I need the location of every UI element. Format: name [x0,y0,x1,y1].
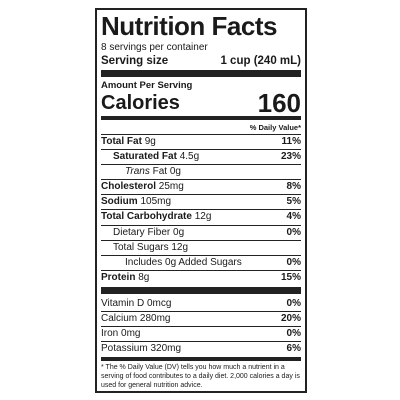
nutrient-name: Saturated Fat [113,151,177,163]
nutrient-row: Total Fat 9g 11% [101,135,301,151]
nutrient-amount: 0g [173,226,185,238]
nutrient: Saturated Fat 4.5g [101,150,199,164]
nutrient-name: Total Fat [101,136,142,147]
nutrient-amount: 12g [194,211,212,223]
nutrient: Protein 8g [101,271,149,285]
vitamin-rows: Vitamin D 0mcg 0% Calcium 280mg 20% Iron 0mg… [101,297,301,356]
nutrient-row: Dietary Fiber 0g 0% [101,226,301,241]
nutrient: Total Carbohydrate 12g [101,210,211,224]
medium-rule [101,357,301,362]
nutrient-name: Potassium [101,343,148,355]
nutrient-rows: Total Fat 9g 11% Saturated Fat 4.5g 23% Tran… [101,135,301,285]
daily-value: 5% [286,196,301,208]
nutrient-amount: 320mg [150,343,182,355]
nutrient-row: Vitamin D 0mcg 0% [101,297,301,313]
amount-per-serving: Amount Per Serving [101,80,193,91]
nutrient-amount: 105mg [140,196,172,208]
nutrient-name: Vitamin D [101,297,145,309]
nutrient-amount: 12g [171,241,189,253]
nutrient-amount: 280mg [139,313,171,325]
nutrient-row: Cholesterol 25mg 8% [101,180,301,196]
nutrient-name: Dietary Fiber [113,226,171,238]
daily-value: 0% [286,226,301,238]
thick-rule [101,286,301,294]
nutrient-row: Total Carbohydrate 12g 4% [101,210,301,226]
nutrient-name: Calcium [101,313,138,325]
daily-value: 4% [286,211,301,223]
nutrition-label: Nutrition Facts 8 servings per container… [95,8,307,393]
nutrient: Total Fat 9g [101,135,156,149]
nutrient: Sodium 105mg [101,195,171,209]
nutrient-amount: 8g [138,271,150,283]
nutrient: Total Sugars 12g [101,241,188,255]
nutrient: Trans Fat 0g [101,165,181,179]
nutrient: Cholesterol 25mg [101,180,184,194]
nutrient-row: Potassium 320mg 6% [101,342,301,356]
daily-value: 20% [280,313,301,325]
nutrient-amount: 4.5g [179,151,200,163]
calories-label: Calories [101,92,180,114]
nutrient-name: Sodium [101,196,138,208]
daily-value: 11% [281,136,301,147]
nutrient-row: Protein 8g 15% [101,271,301,285]
daily-value: 8% [286,181,301,193]
nutrient-name: Includes 0g Added Sugars [125,256,242,268]
serving-size-label: Serving size [101,55,169,67]
nutrient-name: Cholesterol [101,181,157,193]
nutrient-row: Trans Fat 0g [101,165,301,181]
daily-value: 23% [280,151,301,163]
nutrient-row: Saturated Fat 4.5g 23% [101,150,301,166]
servings: 8 servings per container [101,42,208,53]
nutrient-amount: 9g [144,136,156,147]
nutrient: Iron 0mg [101,327,140,341]
nutrient: Vitamin D 0mcg [101,297,171,311]
calories-value: 160 [257,88,301,118]
nutrient-amount: 0mcg [146,297,172,309]
nutrient-italic: Trans [125,166,150,178]
nutrient-name: Total Carbohydrate [101,211,192,223]
daily-value: 15% [280,271,301,283]
nutrient-name: Iron [101,328,119,340]
nutrient-name: Total Sugars [113,241,169,253]
calories: Calories 160 [101,88,301,118]
nutrient: Potassium 320mg [101,342,181,356]
nutrient: Dietary Fiber 0g [101,226,184,240]
nutrient-name: Protein [101,271,136,283]
nutrient-row: Includes 0g Added Sugars 0% [101,256,301,271]
nutrient-amount: 0g [169,166,181,178]
medium-rule [101,116,301,120]
serving-size: Serving size 1 cup (240 mL) [101,54,301,68]
nutrient-row: Iron 0mg 0% [101,327,301,343]
serving-size-value: 1 cup (240 mL) [220,55,301,67]
footnote: * The % Daily Value (DV) tells you how m… [101,364,300,390]
daily-value: 0% [286,328,301,340]
nutrient-name: Fat [152,166,168,178]
nutrient-row: Total Sugars 12g [101,241,301,256]
dv-header: % Daily Value* [101,122,301,135]
nutrient: Includes 0g Added Sugars [101,256,242,270]
nutrient-amount: 0mg [121,328,141,340]
nutrient: Calcium 280mg [101,312,170,326]
nutrient-amount: 25mg [158,181,184,193]
nutrient-row: Sodium 105mg 5% [101,195,301,211]
daily-value: 6% [286,343,301,355]
thick-rule [101,70,301,77]
daily-value: 0% [286,297,301,309]
title: Nutrition Facts [101,11,277,41]
daily-value: 0% [286,256,301,268]
nutrient-row: Calcium 280mg 20% [101,312,301,328]
